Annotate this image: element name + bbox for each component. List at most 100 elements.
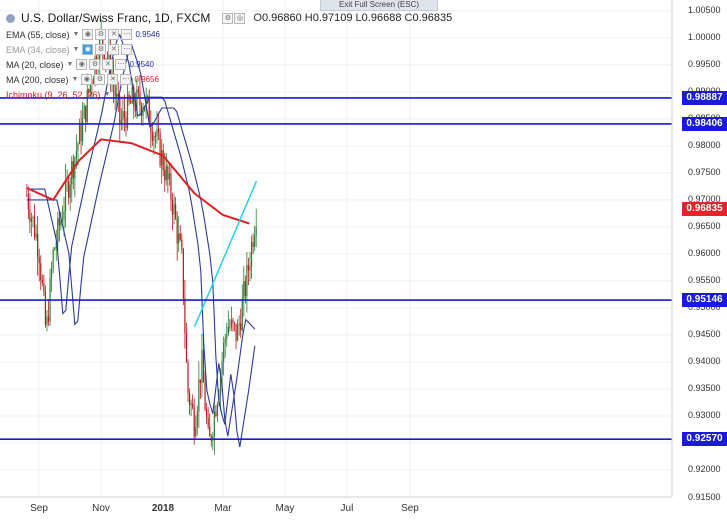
- candle-body: [221, 361, 223, 375]
- price-tick-label: 0.95000: [688, 302, 721, 313]
- candle-body: [44, 291, 47, 325]
- indicator-row[interactable]: MA (20, close) ▼ ◉ ⚙ ✕ ⋯ 0.9540: [6, 57, 160, 72]
- candle-body: [63, 211, 65, 220]
- price-tick-label: 0.98000: [688, 140, 721, 151]
- indicator-value: 0.9546: [135, 30, 160, 39]
- settings-icon[interactable]: ⚙: [94, 74, 106, 85]
- price-tick-label: 0.99500: [688, 59, 721, 70]
- close-icon[interactable]: ✕: [107, 74, 119, 85]
- candle-body: [147, 96, 149, 98]
- candle-body: [187, 362, 189, 393]
- candle-body: [126, 94, 129, 128]
- candle-body: [123, 111, 126, 119]
- indicator-buttons: ◉ ⚙ ✕ ⋯: [76, 59, 127, 70]
- eye-icon[interactable]: ◉: [76, 59, 88, 70]
- price-tick-label: 1.00500: [688, 5, 721, 16]
- chevron-down-icon[interactable]: ▼: [71, 76, 79, 83]
- candle-body: [80, 123, 82, 142]
- candle-body: [136, 89, 138, 112]
- candle-body: [171, 200, 174, 215]
- chevron-down-icon[interactable]: ▼: [72, 46, 80, 53]
- candle-body: [125, 118, 127, 128]
- candle-body: [159, 132, 161, 166]
- price-tick-label: 0.95500: [688, 275, 721, 286]
- more-icon[interactable]: ⋯: [121, 29, 133, 40]
- candle-body: [185, 333, 188, 363]
- price-tick-label: 0.97500: [688, 167, 721, 178]
- candle-body: [58, 217, 60, 226]
- candle-body: [229, 326, 231, 328]
- time-tick-label: Sep: [401, 503, 419, 514]
- candle-body: [33, 216, 36, 238]
- indicator-lines: [26, 33, 258, 448]
- candle-body: [137, 89, 140, 92]
- candle-body: [246, 265, 248, 297]
- candle-body: [190, 403, 192, 405]
- candle-body: [216, 404, 219, 416]
- candle-body: [61, 219, 64, 221]
- time-tick-label: Sep: [30, 503, 48, 514]
- settings-icon[interactable]: ⚙: [95, 44, 107, 55]
- candle-body: [244, 281, 246, 297]
- candle-body: [114, 86, 116, 97]
- ohlc-high-label: H: [304, 12, 313, 24]
- more-icon[interactable]: ⋯: [121, 44, 133, 55]
- candle-body: [144, 108, 146, 111]
- indicator-buttons: ◉ ⚙ ✕ ⋯: [82, 29, 133, 40]
- candle-body: [170, 173, 172, 201]
- candle-body: [26, 194, 28, 196]
- more-icon[interactable]: ⋯: [120, 74, 132, 85]
- chevron-down-icon[interactable]: ▼: [72, 31, 80, 38]
- eye-icon[interactable]: ◉: [82, 29, 94, 40]
- settings-icon[interactable]: ⚙: [222, 12, 234, 24]
- indicator-row[interactable]: EMA (55, close) ▼ ◉ ⚙ ✕ ⋯ 0.9546: [6, 27, 160, 42]
- indicator-name: MA (200, close): [6, 74, 69, 85]
- chevron-down-icon[interactable]: ▼: [66, 61, 74, 68]
- symbol-icon: [6, 13, 15, 23]
- settings-icon[interactable]: ⚙: [89, 59, 101, 70]
- ohlc-low-label: L: [355, 12, 362, 24]
- candle-body: [131, 87, 133, 104]
- hide-icon[interactable]: ◎: [234, 12, 246, 24]
- header-buttons: ⚙ ◎: [222, 12, 246, 24]
- indicator-value: 0.9656: [134, 75, 159, 84]
- ema-55-line: [26, 44, 256, 448]
- level-label: 0.98406: [682, 116, 727, 131]
- close-icon[interactable]: ✕: [108, 44, 120, 55]
- ohlc-open: 0.96860: [261, 12, 302, 24]
- indicator-row[interactable]: MA (200, close) ▼ ◉ ⚙ ✕ ⋯ 0.9656: [6, 72, 160, 87]
- candle-body: [193, 407, 195, 437]
- candle-body: [151, 132, 153, 141]
- chevron-down-icon[interactable]: ▼: [103, 91, 111, 98]
- candle-body: [165, 166, 167, 181]
- exit-fullscreen-button[interactable]: Exit Full Screen (ESC): [320, 0, 438, 11]
- candle-body: [178, 233, 180, 244]
- indicator-name: EMA (34, close): [6, 44, 70, 55]
- indicator-row[interactable]: Ichimoku (9, 26, 52, 26) ▼: [6, 87, 160, 102]
- candle-body: [254, 235, 256, 247]
- last-price-label: 0.96835: [682, 201, 727, 216]
- eye-icon[interactable]: ◉: [81, 74, 93, 85]
- candle-body: [119, 96, 121, 124]
- close-icon[interactable]: ✕: [108, 29, 120, 40]
- candle-body: [201, 349, 203, 383]
- more-icon[interactable]: ⋯: [115, 59, 127, 70]
- price-tick-label: 0.96000: [688, 248, 721, 259]
- eye-icon[interactable]: ◉: [82, 44, 94, 55]
- ema-34-line: [26, 33, 256, 437]
- candle-body: [154, 135, 157, 137]
- candle-body: [55, 242, 57, 249]
- candle-body: [130, 101, 132, 104]
- indicator-name: MA (20, close): [6, 59, 64, 70]
- price-tick-label: 0.93500: [688, 383, 721, 394]
- time-tick-label: 2018: [151, 503, 175, 514]
- price-tick-label: 1.00000: [688, 32, 721, 43]
- ohlc-close-label: C: [404, 12, 413, 24]
- settings-icon[interactable]: ⚙: [95, 29, 107, 40]
- time-tick-label: Jul: [340, 503, 354, 514]
- level-label: 0.92570: [682, 432, 727, 447]
- close-icon[interactable]: ✕: [102, 59, 114, 70]
- indicator-row[interactable]: EMA (34, close) ▼ ◉ ⚙ ✕ ⋯: [6, 42, 160, 57]
